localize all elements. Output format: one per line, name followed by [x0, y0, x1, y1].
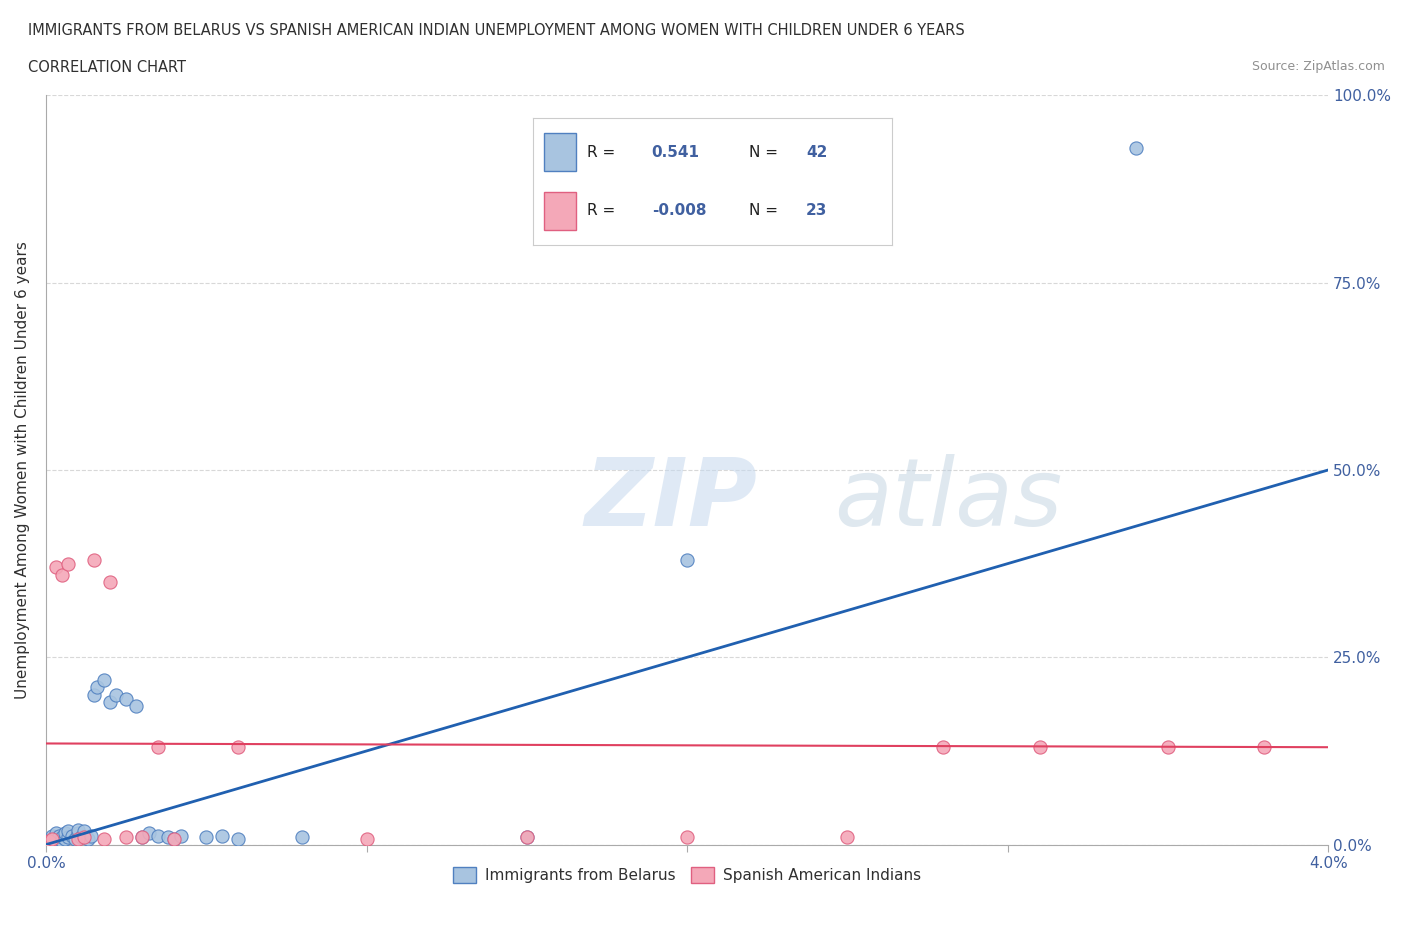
Point — [45, 833, 67, 848]
Point — [156, 830, 179, 844]
Point — [932, 739, 955, 754]
Point — [98, 695, 121, 710]
Point — [169, 829, 191, 844]
Point — [66, 831, 89, 846]
Point — [58, 830, 80, 844]
Point — [1157, 739, 1180, 754]
Point — [676, 552, 699, 567]
Point — [1125, 140, 1147, 155]
Point — [146, 739, 169, 754]
Point — [115, 691, 138, 706]
Point — [195, 830, 218, 844]
Point — [226, 739, 249, 754]
Point — [41, 831, 63, 846]
Point — [211, 829, 233, 844]
Point — [53, 826, 76, 841]
Point — [41, 829, 63, 844]
Point — [1028, 739, 1050, 754]
Point — [163, 831, 186, 846]
Point — [105, 687, 128, 702]
Point — [41, 831, 63, 846]
Point — [131, 830, 153, 844]
Point — [86, 680, 108, 695]
Point — [98, 575, 121, 590]
Point — [837, 830, 859, 844]
Point — [51, 830, 73, 844]
Point — [45, 560, 67, 575]
Point — [226, 831, 249, 846]
Point — [51, 567, 73, 582]
Y-axis label: Unemployment Among Women with Children Under 6 years: Unemployment Among Women with Children U… — [15, 241, 30, 699]
Point — [93, 831, 115, 846]
Point — [60, 829, 83, 844]
Point — [48, 829, 70, 844]
Point — [80, 829, 103, 844]
Point — [516, 830, 538, 844]
Text: Source: ZipAtlas.com: Source: ZipAtlas.com — [1251, 60, 1385, 73]
Point — [51, 833, 73, 848]
Text: IMMIGRANTS FROM BELARUS VS SPANISH AMERICAN INDIAN UNEMPLOYMENT AMONG WOMEN WITH: IMMIGRANTS FROM BELARUS VS SPANISH AMERI… — [28, 23, 965, 38]
Point — [45, 830, 67, 844]
Point — [125, 698, 148, 713]
Point — [516, 830, 538, 844]
Point — [58, 556, 80, 571]
Point — [66, 822, 89, 837]
Point — [93, 672, 115, 687]
Point — [138, 826, 160, 841]
Point — [676, 830, 699, 844]
Point — [83, 687, 105, 702]
Point — [63, 831, 86, 846]
Point — [73, 824, 96, 839]
Point — [163, 831, 186, 846]
Text: atlas: atlas — [835, 455, 1063, 546]
Text: ZIP: ZIP — [585, 454, 758, 546]
Point — [58, 824, 80, 839]
Point — [38, 833, 60, 848]
Point — [131, 830, 153, 844]
Point — [45, 826, 67, 841]
Point — [356, 831, 378, 846]
Point — [48, 831, 70, 846]
Point — [1253, 739, 1275, 754]
Point — [38, 833, 60, 848]
Text: CORRELATION CHART: CORRELATION CHART — [28, 60, 186, 75]
Point — [53, 831, 76, 846]
Point — [66, 826, 89, 841]
Point — [83, 552, 105, 567]
Point — [76, 831, 98, 846]
Point — [146, 829, 169, 844]
Legend: Immigrants from Belarus, Spanish American Indians: Immigrants from Belarus, Spanish America… — [447, 861, 928, 889]
Point — [73, 830, 96, 844]
Point — [291, 830, 314, 844]
Point — [115, 830, 138, 844]
Point — [70, 830, 93, 844]
